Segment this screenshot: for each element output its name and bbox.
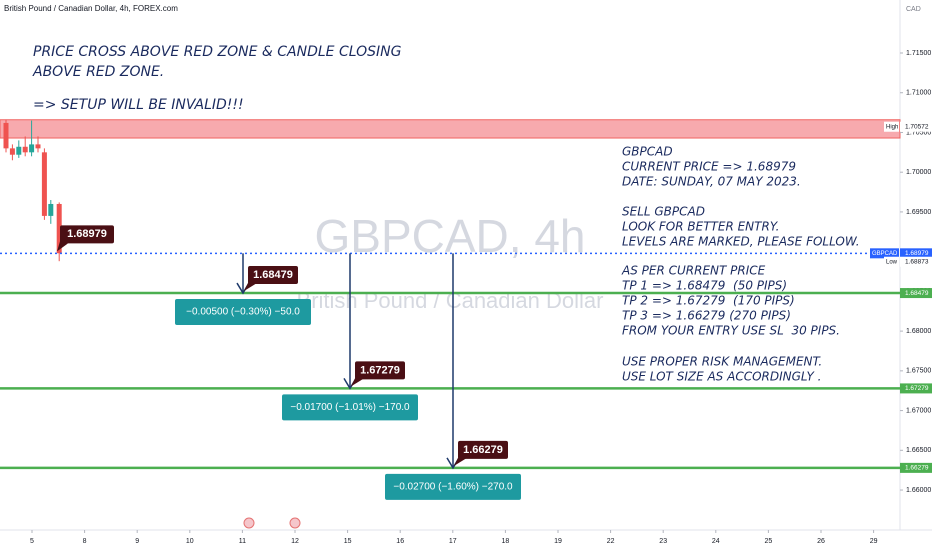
y-tick-label: 1.70000 xyxy=(906,169,931,176)
target-change: −0.02700 (−1.60%) −270.0 xyxy=(393,482,513,493)
target-label-box xyxy=(355,361,405,380)
note-line: TP 3 => 1.66279 (270 PIPS) xyxy=(622,309,791,323)
x-tick-label: 19 xyxy=(554,538,562,545)
target-change: −0.01700 (−1.01%) −170.0 xyxy=(290,402,410,413)
target-axis-label: 1.68479 xyxy=(905,290,929,297)
candle-body xyxy=(22,146,28,153)
y-tick-label: 1.67500 xyxy=(906,368,931,375)
target-label-pointer xyxy=(351,376,364,387)
target-axis-box xyxy=(900,383,932,394)
target-axis-label: 1.66279 xyxy=(905,465,929,472)
y-tick-label: 1.69500 xyxy=(906,209,931,216)
candle-body xyxy=(16,146,22,155)
current-price-pointer xyxy=(57,241,68,252)
x-tick-label: 12 xyxy=(291,538,299,545)
candle-body xyxy=(35,144,41,149)
target-axis-label: 1.67279 xyxy=(905,385,929,392)
y-tick-label: 1.71500 xyxy=(906,50,931,57)
currency: CAD xyxy=(906,6,921,13)
axis-tag-value: 1.70572 xyxy=(905,123,929,130)
x-tick-label: 24 xyxy=(712,538,720,545)
axis-tag-box xyxy=(900,121,932,132)
note-line: DATE: SUNDAY, 07 MAY 2023. xyxy=(622,175,801,189)
target-label: 1.66279 xyxy=(463,444,503,456)
x-tick-label: 10 xyxy=(186,538,194,545)
x-tick-label: 26 xyxy=(817,538,825,545)
x-tick-label: 15 xyxy=(344,538,352,545)
target-label-box xyxy=(248,266,298,285)
candle-body xyxy=(41,152,47,216)
axis-tag-name: GBPCAD xyxy=(872,251,898,257)
x-tick-label: 17 xyxy=(449,538,457,545)
candle-body xyxy=(3,122,9,149)
target-axis-box xyxy=(900,462,932,473)
x-tick-label: 25 xyxy=(765,538,773,545)
target-label-pointer xyxy=(454,455,467,466)
axis-tag-name-box xyxy=(884,256,899,267)
axis-tag-value: 1.68873 xyxy=(905,258,929,265)
event-icon[interactable] xyxy=(243,517,255,529)
target-axis-box xyxy=(900,288,932,299)
y-tick-label: 1.68000 xyxy=(906,328,931,335)
note-line: USE LOT SIZE AS ACCORDINGLY . xyxy=(622,370,821,384)
target-change: −0.00500 (−0.30%) −50.0 xyxy=(186,307,300,318)
x-tick-label: 29 xyxy=(870,538,878,545)
target-change-box xyxy=(282,394,418,421)
x-tick-label: 23 xyxy=(659,538,667,545)
y-tick-label: 1.66500 xyxy=(906,447,931,454)
axis-tag-box xyxy=(900,248,932,259)
x-tick-label: 16 xyxy=(396,538,404,545)
note-line: TP 1 => 1.68479 (50 PIPS) xyxy=(622,279,787,293)
candle-body xyxy=(56,203,62,254)
y-tick-label: 1.70500 xyxy=(906,129,931,136)
note-line: LOOK FOR BETTER ENTRY. xyxy=(622,220,779,234)
resistance-zone xyxy=(0,119,901,139)
y-tick-label: 1.66000 xyxy=(906,487,931,494)
y-tick-label: 1.71000 xyxy=(906,90,931,97)
current-price-label: 1.68979 xyxy=(67,228,107,240)
axis-tag-name: High xyxy=(886,124,898,130)
note-line: LEVELS ARE MARKED, PLEASE FOLLOW. xyxy=(622,235,860,249)
note-line: TP 2 => 1.67279 (170 PIPS) xyxy=(622,294,795,308)
note-line: ABOVE RED ZONE. xyxy=(32,64,164,80)
note-line: => SETUP WILL BE INVALID!!! xyxy=(33,97,244,113)
x-tick-label: 5 xyxy=(30,538,34,545)
candle-body xyxy=(9,148,15,155)
note-line: USE PROPER RISK MANAGEMENT. xyxy=(622,355,822,369)
candle-body xyxy=(29,144,35,153)
note-line: GBPCAD xyxy=(622,145,673,159)
axis-tag-name-box xyxy=(884,121,899,132)
note-line: PRICE CROSS ABOVE RED ZONE & CANDLE CLOS… xyxy=(33,44,402,60)
candle-body xyxy=(48,203,54,216)
note-line: AS PER CURRENT PRICE xyxy=(621,264,766,278)
current-price-label-box xyxy=(60,225,114,244)
note-line: SELL GBPCAD xyxy=(622,205,705,219)
x-tick-label: 11 xyxy=(239,538,246,545)
x-tick-label: 22 xyxy=(607,538,615,545)
note-line: FROM YOUR ENTRY USE SL 30 PIPS. xyxy=(622,324,840,338)
target-label-box xyxy=(458,440,508,459)
target-change-box xyxy=(175,299,311,326)
target-label: 1.67279 xyxy=(360,364,400,376)
target-change-box xyxy=(385,473,521,500)
x-tick-label: 8 xyxy=(83,538,87,545)
y-tick-label: 1.67000 xyxy=(906,407,931,414)
watermark-subtitle: British Pound / Canadian Dollar xyxy=(297,288,604,313)
note-line: CURRENT PRICE => 1.68979 xyxy=(622,160,796,174)
event-icon[interactable] xyxy=(289,517,301,529)
x-tick-label: 18 xyxy=(502,538,510,545)
target-label: 1.68479 xyxy=(253,269,293,281)
axis-tag-value: 1.68979 xyxy=(905,250,929,257)
axis-tag-box xyxy=(900,256,932,267)
axis-tag-name-box xyxy=(870,248,899,259)
watermark-title: GBPCAD, 4h xyxy=(315,210,586,262)
symbol-header: British Pound / Canadian Dollar, 4h, FOR… xyxy=(4,4,178,13)
target-label-pointer xyxy=(244,281,257,292)
axis-tag-name: Low xyxy=(886,259,898,265)
x-tick-label: 9 xyxy=(135,538,139,545)
